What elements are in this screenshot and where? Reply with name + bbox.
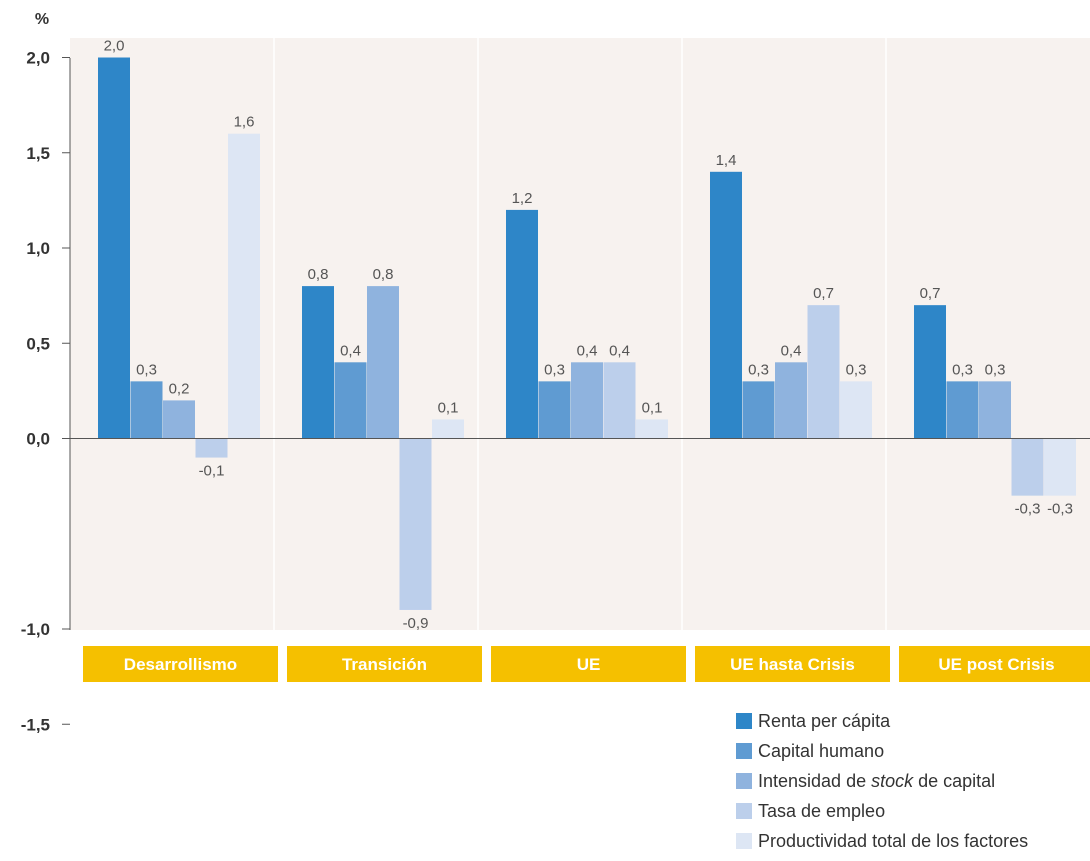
data-label: -0,3: [1047, 501, 1073, 518]
data-label: 0,7: [813, 285, 834, 302]
data-label: 1,6: [234, 114, 255, 131]
data-label: 0,4: [577, 342, 598, 359]
bar: [603, 362, 636, 439]
legend-label: Capital humano: [758, 740, 885, 761]
data-label: 0,3: [544, 361, 565, 378]
bar: [710, 171, 742, 439]
data-label: 0,3: [985, 361, 1006, 378]
data-label: 0,4: [340, 342, 361, 359]
category-label: UE hasta Crisis: [730, 655, 855, 674]
legend-swatch: [736, 773, 752, 789]
legend-label: Productividad total de los factores: [758, 830, 1029, 851]
data-label: 0,8: [373, 266, 394, 283]
data-label: 0,3: [846, 361, 867, 378]
bar: [571, 362, 603, 439]
y-tick-label: 0,5: [26, 334, 50, 353]
y-unit-label: %: [35, 11, 49, 28]
bar: [979, 381, 1011, 439]
bar: [538, 381, 571, 439]
bar: [163, 400, 195, 439]
bar: [946, 381, 979, 439]
bar: [636, 419, 668, 439]
bar: [1011, 438, 1044, 496]
category-band: [83, 646, 278, 682]
data-label: 0,7: [920, 285, 941, 302]
data-label: 0,2: [169, 380, 190, 397]
data-label: 0,4: [781, 342, 802, 359]
data-label: 0,3: [952, 361, 973, 378]
legend-swatch: [736, 833, 752, 849]
data-label: 1,2: [512, 190, 533, 207]
bar: [98, 57, 130, 439]
category-label: UE post Crisis: [938, 655, 1054, 674]
data-label: -0,9: [403, 615, 429, 632]
category-band: [899, 646, 1090, 682]
bar: [914, 305, 946, 439]
category-band: [287, 646, 482, 682]
data-label: 1,4: [716, 152, 737, 169]
legend-label: Tasa de empleo: [758, 800, 886, 821]
data-label: 0,3: [748, 361, 769, 378]
y-tick-label: 2,0: [26, 49, 50, 68]
bar: [302, 286, 334, 439]
data-label: 0,1: [438, 399, 459, 416]
y-tick-label: 1,0: [26, 239, 50, 258]
legend-item: Capital humano: [736, 736, 1028, 766]
data-label: 0,8: [308, 266, 329, 283]
bar: [742, 381, 775, 439]
bar: [228, 133, 260, 439]
bar: [506, 209, 538, 439]
bar: [334, 362, 367, 439]
legend-swatch: [736, 743, 752, 759]
data-label: -0,1: [199, 463, 225, 480]
y-tick-label: -1,5: [21, 715, 50, 734]
bar: [432, 419, 464, 439]
category-band: [695, 646, 890, 682]
bar: [195, 438, 228, 458]
y-tick-label: 0,0: [26, 430, 50, 449]
legend-label: Renta per cápita: [758, 710, 891, 731]
legend-item: Intensidad de stock de capital: [736, 766, 1028, 796]
bar: [1044, 438, 1076, 496]
bar: [807, 305, 840, 439]
category-label: Desarrollismo: [124, 655, 237, 674]
legend: Renta per cápita Capital humano Intensidad…: [736, 706, 1028, 856]
legend-item: Productividad total de los factores: [736, 826, 1028, 856]
bar: [775, 362, 807, 439]
data-label: 0,4: [609, 342, 630, 359]
legend-swatch: [736, 713, 752, 729]
legend-item: Tasa de empleo: [736, 796, 1028, 826]
category-label: UE: [577, 655, 601, 674]
bar: [840, 381, 872, 439]
y-tick-label: -1,0: [21, 620, 50, 639]
legend-swatch: [736, 803, 752, 819]
bar: [399, 438, 432, 610]
bar: [367, 286, 399, 439]
data-label: 0,3: [136, 361, 157, 378]
category-label: Transición: [342, 655, 427, 674]
y-tick-label: 1,5: [26, 144, 50, 163]
data-label: 2,0: [104, 38, 125, 55]
bar: [130, 381, 163, 439]
data-label: 0,1: [642, 399, 663, 416]
legend-item: Renta per cápita: [736, 706, 1028, 736]
category-band: [491, 646, 686, 682]
legend-label: Intensidad de stock de capital: [758, 770, 996, 791]
data-label: -0,3: [1015, 501, 1041, 518]
